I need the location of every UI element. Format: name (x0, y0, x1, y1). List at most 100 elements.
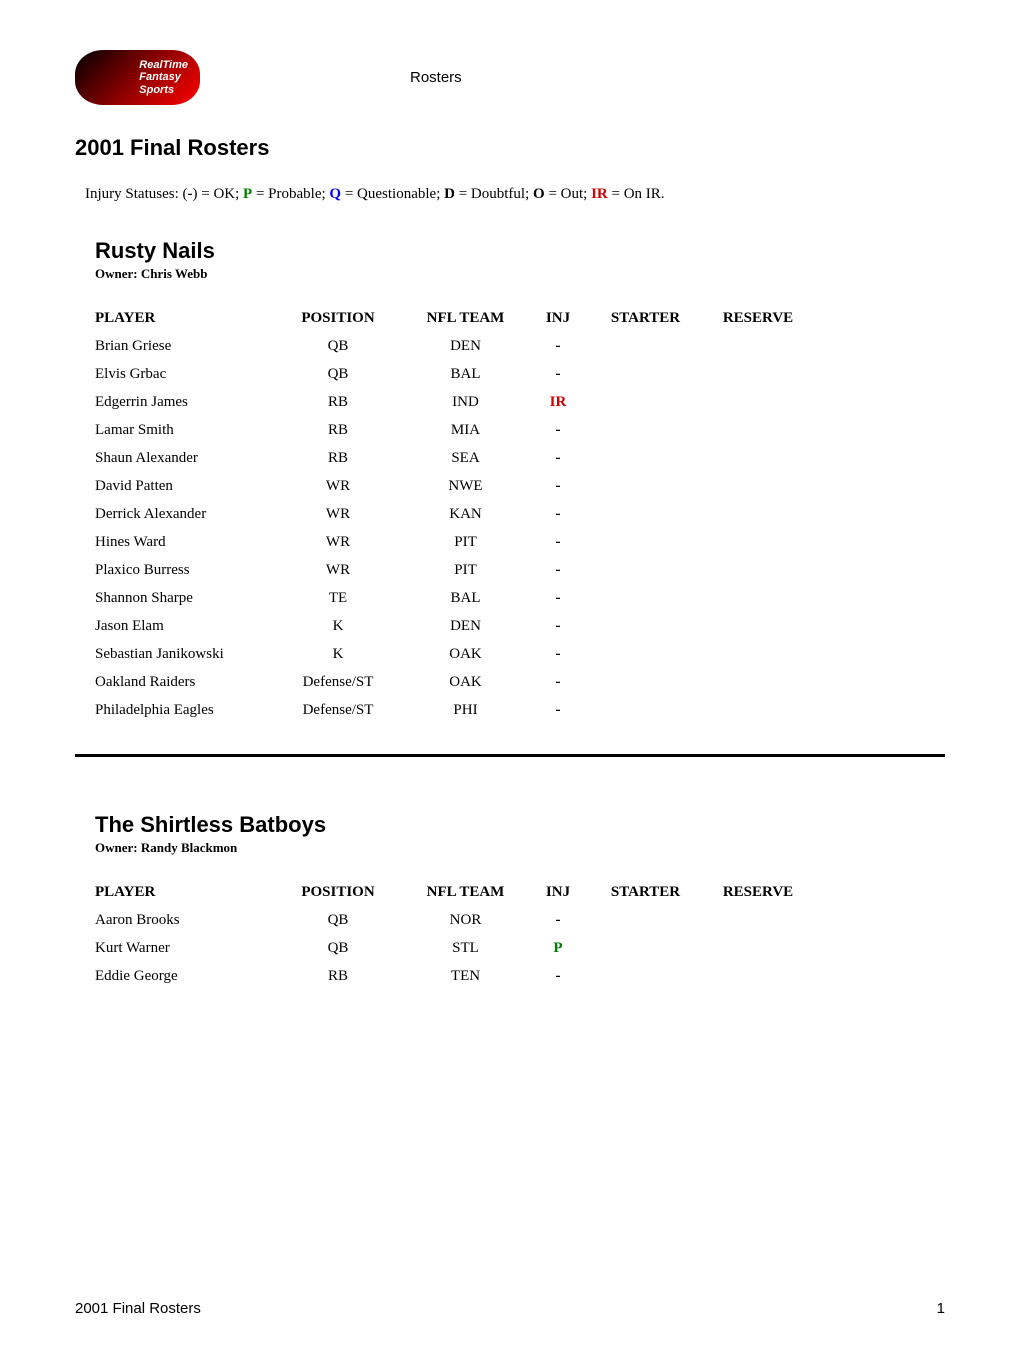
player-nfl-team: DEN (403, 338, 528, 355)
column-header-position: POSITION (273, 884, 403, 901)
player-name: Brian Griese (95, 338, 273, 355)
column-header-inj: INJ (528, 884, 588, 901)
logo-line-3: Sports (139, 84, 188, 96)
player-position: WR (273, 506, 403, 523)
column-header-position: POSITION (273, 310, 403, 327)
player-name: Philadelphia Eagles (95, 702, 273, 719)
page-title: 2001 Final Rosters (75, 135, 945, 161)
roster-row: Brian GrieseQBDEN- (95, 338, 945, 355)
player-position: Defense/ST (273, 674, 403, 691)
injury-legend: Injury Statuses: (-) = OK; P = Probable;… (85, 186, 945, 203)
player-position: K (273, 646, 403, 663)
player-nfl-team: DEN (403, 618, 528, 635)
team-block: The Shirtless Batboys Owner: Randy Blackm… (95, 812, 945, 985)
column-header-inj: INJ (528, 310, 588, 327)
player-name: Hines Ward (95, 534, 273, 551)
legend-prefix: Injury Statuses: ( (85, 186, 188, 202)
column-header-reserve: RESERVE (703, 310, 813, 327)
team-owner: Owner: Chris Webb (95, 266, 945, 282)
roster-row: Eddie GeorgeRBTEN- (95, 968, 945, 985)
roster-row: Lamar SmithRBMIA- (95, 422, 945, 439)
legend-d-txt: = Doubtful; (455, 186, 533, 202)
player-nfl-team: NOR (403, 912, 528, 929)
roster-row: Kurt WarnerQBSTLP (95, 940, 945, 957)
player-position: WR (273, 534, 403, 551)
roster-row: Edgerrin JamesRBINDIR (95, 394, 945, 411)
player-position: RB (273, 394, 403, 411)
logo: RealTime Fantasy Sports (75, 50, 200, 105)
roster-row: Oakland RaidersDefense/STOAK- (95, 674, 945, 691)
footer-left: 2001 Final Rosters (75, 1300, 201, 1317)
player-name: Shaun Alexander (95, 450, 273, 467)
legend-d-sym: D (444, 186, 455, 202)
player-nfl-team: PIT (403, 562, 528, 579)
player-injury-status: - (528, 912, 588, 929)
column-header-player: PLAYER (95, 884, 273, 901)
column-header-player: PLAYER (95, 310, 273, 327)
player-position: QB (273, 366, 403, 383)
player-name: Oakland Raiders (95, 674, 273, 691)
roster-row: Shaun AlexanderRBSEA- (95, 450, 945, 467)
player-injury-status: - (528, 450, 588, 467)
roster-row: Aaron BrooksQBNOR- (95, 912, 945, 929)
player-injury-status: - (528, 338, 588, 355)
player-injury-status: - (528, 618, 588, 635)
teams-container: Rusty NailsOwner: Chris WebbPLAYERPOSITI… (75, 238, 945, 985)
legend-ir-sym: IR (591, 186, 608, 202)
player-name: Kurt Warner (95, 940, 273, 957)
roster-header-row: PLAYERPOSITIONNFL TEAMINJSTARTERRESERVE (95, 884, 945, 901)
player-name: Sebastian Janikowski (95, 646, 273, 663)
player-name: Eddie George (95, 968, 273, 985)
roster-row: Plaxico BurressWRPIT- (95, 562, 945, 579)
legend-p-txt: = Probable; (252, 186, 329, 202)
player-name: Aaron Brooks (95, 912, 273, 929)
footer: 2001 Final Rosters 1 (75, 1300, 945, 1317)
player-injury-status: - (528, 590, 588, 607)
player-nfl-team: NWE (403, 478, 528, 495)
player-nfl-team: TEN (403, 968, 528, 985)
player-name: Plaxico Burress (95, 562, 273, 579)
player-position: Defense/ST (273, 702, 403, 719)
team-name: The Shirtless Batboys (95, 812, 945, 838)
player-injury-status: P (528, 940, 588, 957)
team-name: Rusty Nails (95, 238, 945, 264)
player-injury-status: - (528, 534, 588, 551)
roster-row: Jason ElamKDEN- (95, 618, 945, 635)
team-owner: Owner: Randy Blackmon (95, 840, 945, 856)
player-position: QB (273, 338, 403, 355)
player-nfl-team: OAK (403, 674, 528, 691)
player-injury-status: - (528, 506, 588, 523)
player-nfl-team: STL (403, 940, 528, 957)
player-injury-status: - (528, 702, 588, 719)
roster-row: Sebastian JanikowskiKOAK- (95, 646, 945, 663)
player-name: Shannon Sharpe (95, 590, 273, 607)
player-injury-status: - (528, 422, 588, 439)
player-injury-status: IR (528, 394, 588, 411)
player-nfl-team: OAK (403, 646, 528, 663)
player-position: TE (273, 590, 403, 607)
player-injury-status: - (528, 562, 588, 579)
player-injury-status: - (528, 646, 588, 663)
legend-o-txt: = Out; (545, 186, 591, 202)
player-name: Jason Elam (95, 618, 273, 635)
player-nfl-team: IND (403, 394, 528, 411)
header: RealTime Fantasy Sports Rosters (75, 50, 945, 105)
player-injury-status: - (528, 674, 588, 691)
player-position: WR (273, 478, 403, 495)
legend-ir-txt: = On IR. (608, 186, 665, 202)
column-header-starter: STARTER (588, 884, 703, 901)
header-title: Rosters (410, 69, 462, 86)
column-header-team: NFL TEAM (403, 310, 528, 327)
player-position: QB (273, 912, 403, 929)
player-position: WR (273, 562, 403, 579)
roster-header-row: PLAYERPOSITIONNFL TEAMINJSTARTERRESERVE (95, 310, 945, 327)
player-nfl-team: PIT (403, 534, 528, 551)
player-injury-status: - (528, 968, 588, 985)
player-name: Derrick Alexander (95, 506, 273, 523)
logo-line-1: RealTime (139, 59, 188, 71)
player-injury-status: - (528, 478, 588, 495)
team-block: Rusty Nails Owner: Chris Webb PLAYERPOSITI… (95, 238, 945, 719)
legend-q-sym: Q (329, 186, 341, 202)
legend-ok-txt: ) = OK; (193, 186, 244, 202)
player-name: Elvis Grbac (95, 366, 273, 383)
